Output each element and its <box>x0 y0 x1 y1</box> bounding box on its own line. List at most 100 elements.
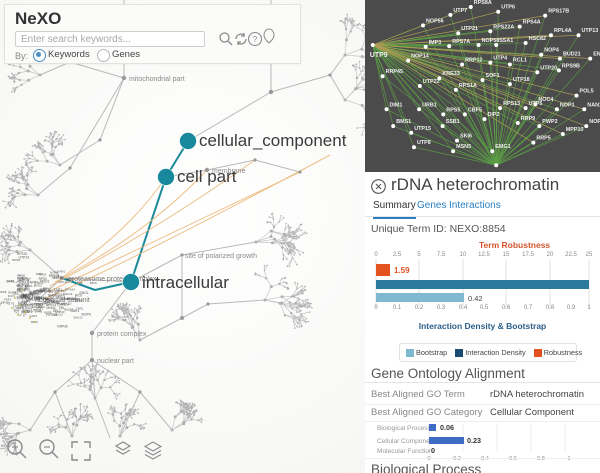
svg-text:UTP22: UTP22 <box>423 79 440 85</box>
svg-text:NOP6: NOP6 <box>589 119 600 125</box>
svg-text:RIO2: RIO2 <box>58 295 66 299</box>
svg-text:0.4: 0.4 <box>459 305 468 311</box>
svg-text:RPS17B: RPS17B <box>548 9 569 15</box>
svg-text:EMG1: EMG1 <box>495 144 510 150</box>
svg-text:NOP4: NOP4 <box>544 48 559 54</box>
svg-text:RPS0: RPS0 <box>51 301 59 305</box>
svg-text:UTP6: UTP6 <box>501 5 515 11</box>
svg-text:SSA1: SSA1 <box>499 38 513 44</box>
svg-text:RPS8A: RPS8A <box>474 0 492 6</box>
svg-text:DIM1: DIM1 <box>390 102 403 108</box>
svg-text:0: 0 <box>374 252 378 258</box>
svg-text:0.42: 0.42 <box>468 294 483 303</box>
svg-text:RPS4A: RPS4A <box>523 20 541 26</box>
svg-text:intracellular: intracellular <box>142 273 229 292</box>
svg-text:NOP1: NOP1 <box>560 102 575 108</box>
svg-text:SSB1: SSB1 <box>446 119 460 125</box>
svg-text:1: 1 <box>587 305 591 311</box>
svg-text:site of polarized growth: site of polarized growth <box>185 253 257 260</box>
svg-text:GAR1: GAR1 <box>57 270 66 274</box>
svg-text:SNU13: SNU13 <box>53 313 63 317</box>
svg-text:RPS22A: RPS22A <box>493 24 514 30</box>
svg-text:RRP5: RRP5 <box>536 136 550 142</box>
svg-text:RPS6: RPS6 <box>12 258 20 262</box>
svg-text:BUD21: BUD21 <box>563 52 581 58</box>
svg-text:2.5: 2.5 <box>393 252 402 258</box>
svg-text:1.59: 1.59 <box>394 266 410 275</box>
svg-text:nuclear part: nuclear part <box>97 358 134 365</box>
svg-text:RRP36: RRP36 <box>57 325 68 329</box>
svg-text:cell part: cell part <box>177 167 237 186</box>
svg-text:mitochondrial part: mitochondrial part <box>129 76 185 83</box>
svg-text:GAR1: GAR1 <box>70 309 79 313</box>
svg-text:0.9: 0.9 <box>567 305 576 311</box>
svg-text:UTP20: UTP20 <box>540 65 557 71</box>
svg-text:MSN5: MSN5 <box>456 144 471 150</box>
svg-text:RPL4A: RPL4A <box>554 28 572 34</box>
svg-text:RPS9B: RPS9B <box>562 63 580 69</box>
svg-text:CBF5: CBF5 <box>468 107 482 113</box>
svg-text:17.5: 17.5 <box>522 252 534 258</box>
svg-text:ENP1: ENP1 <box>593 52 600 58</box>
svg-text:RRP12: RRP12 <box>465 58 482 64</box>
svg-text:MPP10: MPP10 <box>566 127 584 133</box>
svg-text:UTP8: UTP8 <box>417 140 431 146</box>
svg-text:RPS1A: RPS1A <box>459 83 477 89</box>
svg-text:BMS1: BMS1 <box>396 119 411 125</box>
svg-text:NOC4: NOC4 <box>538 97 553 103</box>
svg-text:IMP3: IMP3 <box>429 40 442 46</box>
svg-text:NAN1: NAN1 <box>587 102 600 108</box>
svg-text:7.5: 7.5 <box>437 252 446 258</box>
svg-text:RCL1: RCL1 <box>513 58 527 64</box>
svg-text:POL5: POL5 <box>580 89 594 95</box>
svg-text:UTP7: UTP7 <box>453 8 467 14</box>
svg-text:?: ? <box>253 35 258 44</box>
svg-text:12.5: 12.5 <box>478 252 490 258</box>
svg-text:LTV1: LTV1 <box>52 275 60 279</box>
svg-text:NOP56: NOP56 <box>426 18 444 24</box>
svg-text:UTP4: UTP4 <box>493 56 507 62</box>
svg-text:NOP58: NOP58 <box>482 38 500 44</box>
svg-text:UTP9: UTP9 <box>370 52 388 59</box>
svg-text:0.06: 0.06 <box>440 423 454 432</box>
svg-text:0.5: 0.5 <box>480 305 489 311</box>
svg-text:0.23: 0.23 <box>467 436 481 445</box>
svg-text:0.7: 0.7 <box>524 305 533 311</box>
svg-text:URB1: URB1 <box>422 102 437 108</box>
svg-text:10: 10 <box>460 252 467 258</box>
svg-text:RPS19: RPS19 <box>17 252 27 256</box>
svg-text:RPS0: RPS0 <box>17 276 26 280</box>
svg-text:SKI6: SKI6 <box>460 134 472 140</box>
svg-text:RPS14: RPS14 <box>36 296 46 300</box>
svg-text:RRP9: RRP9 <box>521 116 535 122</box>
svg-text:NOP9: NOP9 <box>82 313 91 317</box>
svg-text:RPS14: RPS14 <box>65 288 75 292</box>
svg-text:FCF1: FCF1 <box>8 294 15 298</box>
svg-text:UTP18: UTP18 <box>513 77 530 83</box>
svg-text:KRR1: KRR1 <box>0 260 3 264</box>
svg-text:NOB1: NOB1 <box>35 302 44 306</box>
svg-text:FBL: FBL <box>77 281 83 285</box>
svg-text:RPS6: RPS6 <box>0 290 7 294</box>
svg-text:RPS0: RPS0 <box>67 297 76 301</box>
svg-text:UTP13: UTP13 <box>582 28 599 34</box>
svg-text:KRE33: KRE33 <box>442 71 459 77</box>
svg-text:5: 5 <box>417 252 421 258</box>
svg-text:RPS5: RPS5 <box>446 107 460 113</box>
svg-text:15: 15 <box>503 252 510 258</box>
svg-text:SOF1: SOF1 <box>486 73 500 79</box>
svg-text:UTP15: UTP15 <box>414 126 431 132</box>
svg-text:RRP45: RRP45 <box>386 69 403 75</box>
svg-text:RIO2: RIO2 <box>39 273 46 277</box>
svg-text:RPS13: RPS13 <box>503 101 520 107</box>
svg-text:DIP2: DIP2 <box>488 112 500 118</box>
svg-text:25: 25 <box>586 252 593 258</box>
svg-text:22.5: 22.5 <box>565 252 577 258</box>
svg-text:UTP21: UTP21 <box>461 26 478 32</box>
svg-text:NOP14: NOP14 <box>411 54 429 60</box>
svg-text:FCF1: FCF1 <box>36 306 43 310</box>
svg-text:cellular_component: cellular_component <box>199 131 347 150</box>
svg-text:Cellular Component: Cellular Component <box>377 438 435 445</box>
svg-text:0.8: 0.8 <box>546 305 555 311</box>
svg-text:LTV1: LTV1 <box>21 295 28 299</box>
